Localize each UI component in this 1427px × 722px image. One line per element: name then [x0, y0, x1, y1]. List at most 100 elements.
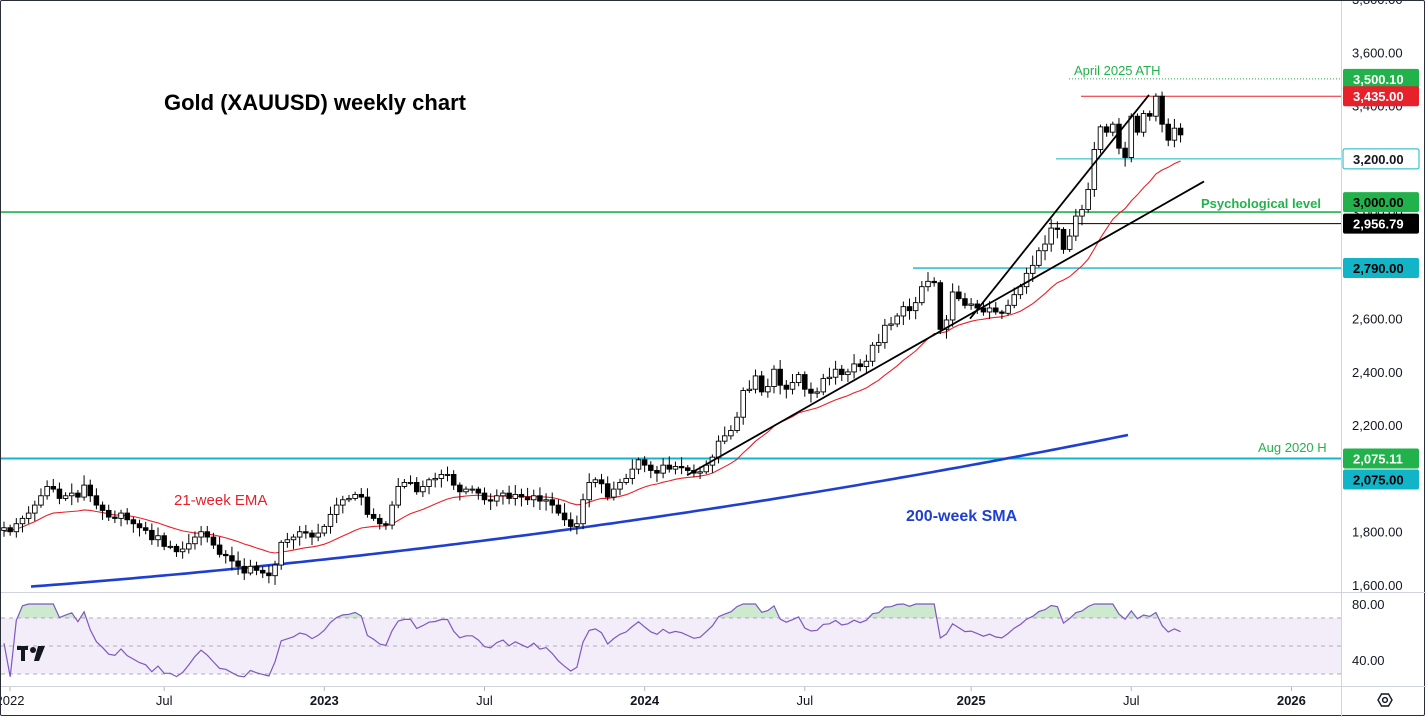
candle — [235, 551, 241, 575]
candle — [247, 559, 254, 576]
candle — [284, 532, 291, 548]
candle-body-down — [1177, 127, 1184, 136]
candle-body-down — [93, 495, 100, 506]
candle — [598, 473, 605, 494]
candle-body-up — [894, 315, 900, 325]
candle — [309, 529, 315, 546]
price-badge: 2,790.00 — [1343, 258, 1419, 279]
candle — [210, 532, 217, 549]
candle-body-down — [130, 519, 137, 525]
candle-body-down — [210, 536, 217, 546]
candle-body-up — [789, 382, 796, 390]
candle — [266, 565, 272, 584]
candle — [1153, 93, 1159, 122]
candle-body-down — [648, 464, 654, 471]
candle-body-up — [346, 497, 352, 501]
candle-body-down — [857, 363, 863, 368]
candle — [549, 492, 555, 514]
price-badge: 3,200.00 — [1342, 148, 1420, 170]
candle-body-down — [685, 467, 691, 471]
candle-body-down — [364, 496, 371, 515]
candle-body-up — [179, 548, 186, 553]
candle-body-up — [469, 488, 475, 491]
candle-body-down — [666, 464, 673, 470]
candle-body-down — [235, 560, 241, 567]
candle-body-down — [457, 484, 463, 493]
candle — [118, 509, 124, 527]
candle-body-down — [229, 555, 235, 562]
y-tick-label: 2,400.00 — [1352, 365, 1403, 380]
long-term-trendline — [686, 180, 1205, 477]
candle — [303, 524, 309, 539]
candle — [629, 459, 636, 485]
candle-body-up — [771, 368, 777, 388]
candle-body-up — [752, 375, 759, 390]
candle-body-up — [19, 517, 26, 525]
candle — [370, 508, 377, 521]
candle — [7, 524, 13, 536]
rsi-tick-lower: 40.00 — [1352, 653, 1385, 668]
candle — [580, 493, 586, 530]
candle-body-up — [272, 564, 278, 577]
price-badge-label: 2,075.00 — [1353, 472, 1404, 487]
trendlines — [686, 94, 1205, 477]
x-tick-label: Jul — [796, 693, 813, 708]
candle — [654, 465, 660, 483]
candle-body-up — [38, 495, 44, 506]
candle-body-down — [906, 306, 913, 312]
y-tick-label: 1,600.00 — [1352, 578, 1403, 593]
ath-annotation: April 2025 ATH — [1074, 63, 1160, 78]
candle-body-up — [1091, 149, 1098, 190]
candle — [968, 298, 974, 310]
candle-body-up — [617, 482, 623, 490]
candle-body-down — [481, 492, 488, 501]
candle-body-down — [303, 531, 309, 534]
candle — [198, 526, 204, 546]
candle — [1128, 113, 1135, 163]
candle — [617, 478, 623, 496]
candle-body-down — [413, 482, 420, 493]
candle-body-up — [81, 484, 87, 498]
candle-body-up — [888, 323, 894, 326]
candle-body-down — [808, 388, 814, 394]
price-badge-label: 3,200.00 — [1353, 152, 1404, 167]
candle-body-down — [99, 504, 106, 511]
candle — [506, 485, 512, 505]
candle — [290, 534, 297, 550]
chart-title: Gold (XAUUSD) weekly chart — [164, 90, 467, 115]
candle-body-up — [746, 388, 753, 392]
candle — [795, 371, 802, 387]
candle — [765, 378, 771, 398]
candle-body-down — [241, 565, 247, 574]
candle — [407, 475, 414, 486]
candle — [999, 309, 1005, 320]
settings-icon[interactable] — [1377, 693, 1393, 707]
candle-body-down — [549, 499, 555, 506]
candle — [623, 473, 629, 485]
candle-body-up — [327, 513, 334, 527]
candle-body-up — [1073, 215, 1079, 237]
candle-body-up — [1023, 272, 1030, 288]
candle — [1066, 229, 1073, 252]
candle — [438, 469, 445, 488]
candle — [272, 560, 278, 585]
candle-body-down — [1060, 228, 1067, 250]
candle — [820, 373, 827, 396]
tradingview-logo[interactable] — [17, 646, 45, 661]
candle-body-up — [395, 485, 401, 506]
candle — [315, 523, 321, 542]
candle — [1177, 123, 1184, 143]
candle — [524, 487, 531, 505]
rsi-line — [3, 603, 1181, 678]
candle — [1060, 227, 1067, 254]
candle — [962, 292, 968, 309]
x-tick-label: 2022 — [1, 693, 24, 708]
candle — [518, 488, 525, 507]
candle-body-up — [432, 478, 438, 481]
candle — [561, 503, 568, 527]
candle-body-down — [1122, 147, 1128, 158]
candle — [752, 369, 759, 394]
candle — [333, 497, 340, 524]
